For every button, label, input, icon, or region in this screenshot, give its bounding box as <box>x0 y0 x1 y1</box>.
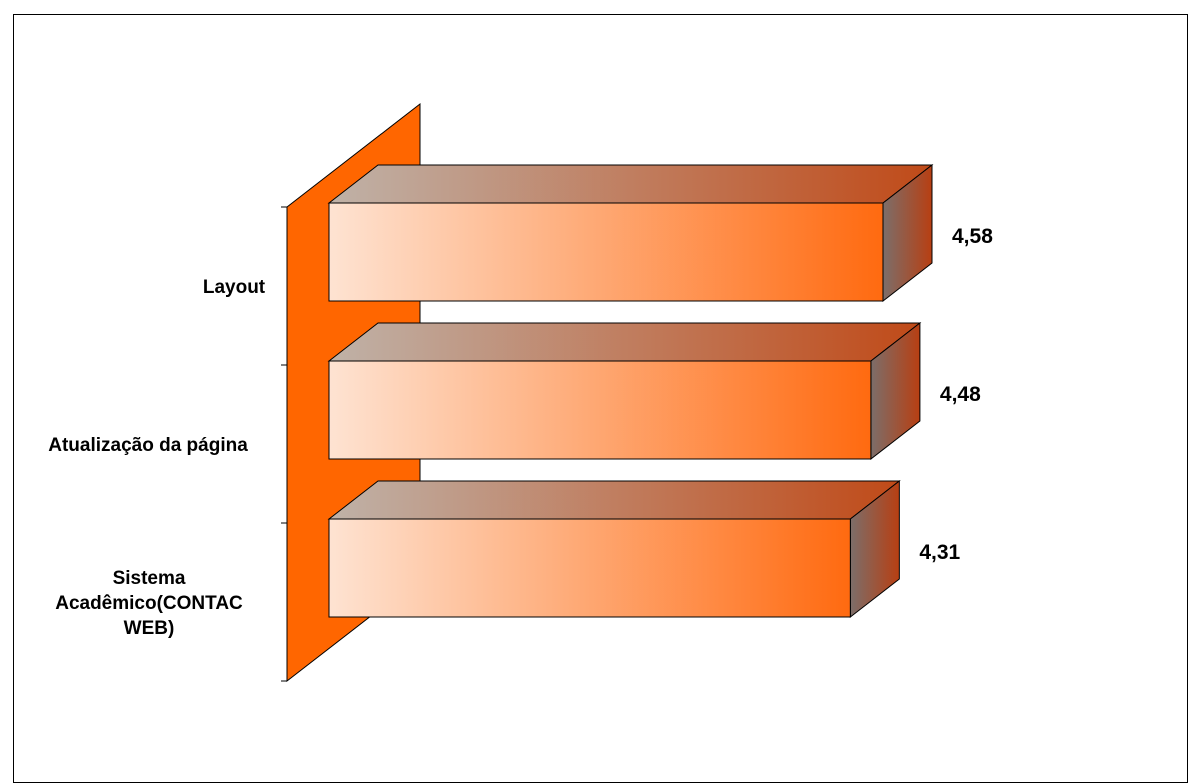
category-tick-label: Layout <box>203 277 266 298</box>
bar-front-face <box>328 518 851 618</box>
category-label-line: Sistema <box>113 568 186 589</box>
bar <box>327 163 934 303</box>
category-tick-label: Sistema Acadêmico(CONTAC WEB) <box>55 568 243 639</box>
data-label: 4,31 <box>919 541 960 564</box>
category-label-line: Layout <box>203 277 266 298</box>
bar-front-face <box>328 202 884 302</box>
bar-top-face <box>327 164 934 204</box>
bar-top-face <box>327 480 901 520</box>
bar-top-face <box>327 322 922 362</box>
bar-front-face <box>328 360 872 460</box>
labels-group: 4,58 Layout 4,48 Atualização da página 4,31 S… <box>48 225 993 639</box>
category-label-line: WEB) <box>124 618 175 639</box>
data-label: 4,48 <box>940 383 981 406</box>
data-label: 4,58 <box>952 225 993 248</box>
bars-group <box>327 163 934 619</box>
category-label-line: Atualização da página <box>48 435 248 456</box>
category-label-line: Acadêmico(CONTAC <box>55 593 243 614</box>
bar <box>327 321 922 461</box>
bar <box>327 479 901 619</box>
category-tick-label: Atualização da página <box>48 435 248 456</box>
